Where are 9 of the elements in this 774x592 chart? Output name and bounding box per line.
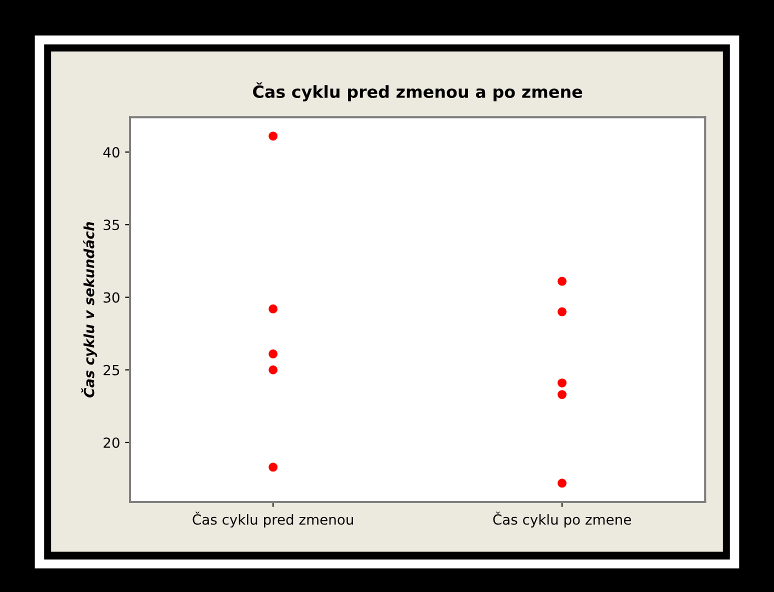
chart-title: Čas cyklu pred zmenou a po zmene [253,82,582,102]
y-tick-label: 35 [104,220,120,230]
y-axis-title: Čas cyklu v sekundách [81,222,98,398]
x-tick-label: Čas cyklu pred zmenou [192,512,353,528]
y-tick-label: 20 [104,437,120,448]
x-tick-label: Čas cyklu po zmene [493,512,631,528]
y-tick-label: 25 [104,364,120,376]
y-tick-label: 40 [103,147,120,158]
y-tick-label: 30 [104,292,120,303]
